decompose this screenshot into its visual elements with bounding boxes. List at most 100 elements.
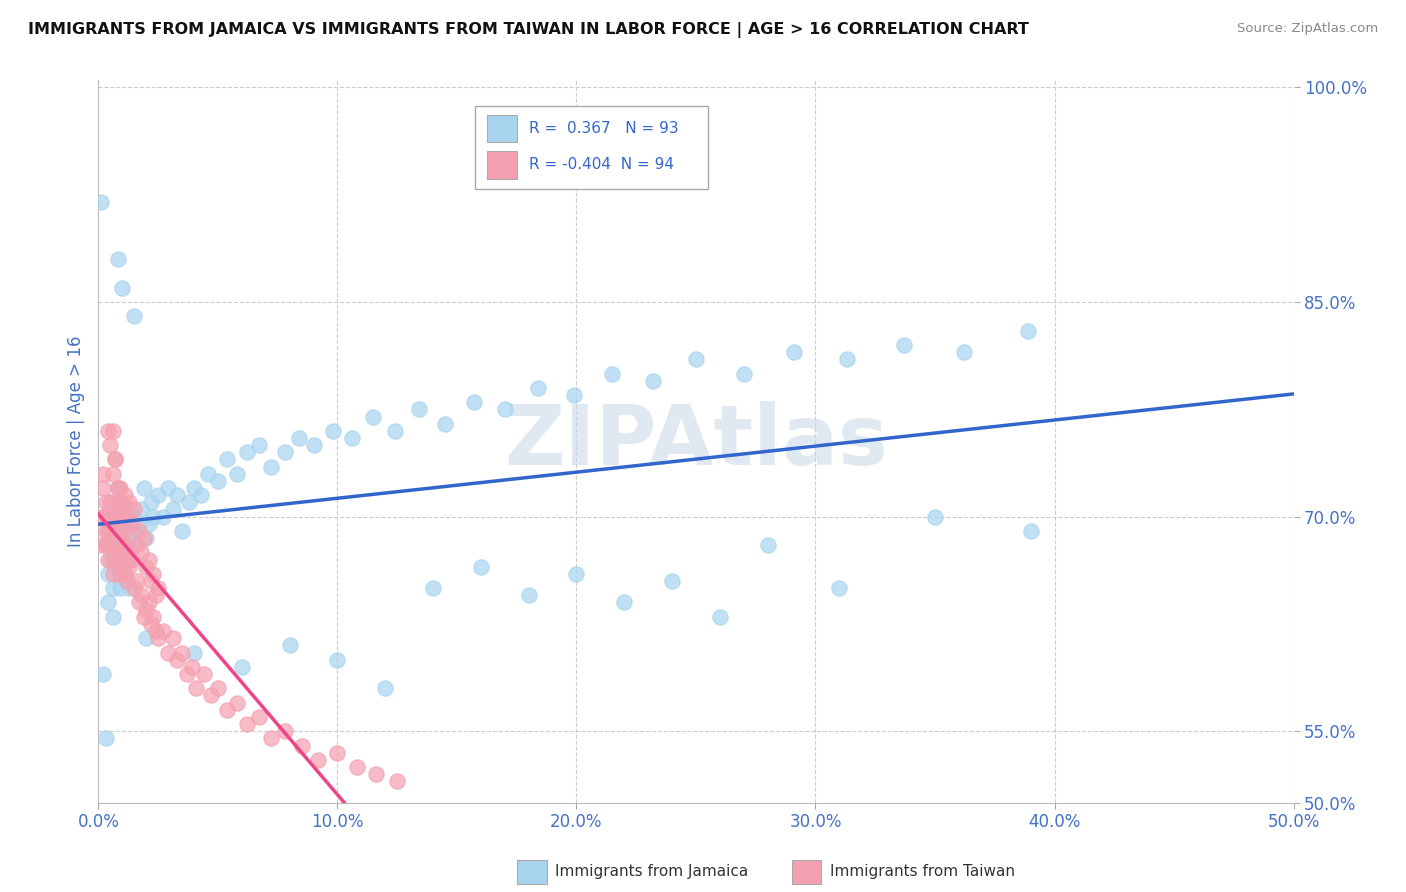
Point <box>101 609 124 624</box>
Point <box>94 495 117 509</box>
Point <box>97 509 120 524</box>
Point <box>115 574 138 588</box>
Point <box>98 538 122 552</box>
Point <box>235 445 257 459</box>
Text: R = -0.404  N = 94: R = -0.404 N = 94 <box>529 157 673 172</box>
Point <box>408 402 430 417</box>
Point <box>291 739 314 753</box>
Point <box>207 681 229 696</box>
Point <box>259 459 281 474</box>
Point <box>1017 324 1039 338</box>
Point <box>98 495 122 509</box>
Point <box>131 502 153 516</box>
Point <box>90 194 112 209</box>
Point <box>259 731 281 746</box>
Point <box>166 653 188 667</box>
Point <box>148 488 170 502</box>
Point <box>128 524 150 538</box>
Point <box>162 502 184 516</box>
Point <box>494 402 516 417</box>
Point <box>94 731 117 746</box>
Text: ZIPAtlas: ZIPAtlas <box>503 401 889 482</box>
Point <box>104 538 127 552</box>
Point <box>952 345 974 359</box>
Point <box>138 516 160 531</box>
Point <box>148 581 170 595</box>
Point <box>186 681 208 696</box>
Point <box>422 581 444 595</box>
Point <box>162 632 184 646</box>
Point <box>97 424 120 438</box>
Point <box>125 574 148 588</box>
Point <box>97 595 120 609</box>
Point <box>217 703 239 717</box>
Point <box>197 467 219 481</box>
Point <box>562 388 585 402</box>
FancyBboxPatch shape <box>486 115 517 143</box>
Point <box>125 538 148 552</box>
Point <box>142 509 165 524</box>
Point <box>172 646 194 660</box>
Point <box>274 445 297 459</box>
Point <box>131 588 153 602</box>
Point <box>565 566 588 581</box>
Point <box>307 753 329 767</box>
Point <box>641 374 664 388</box>
FancyBboxPatch shape <box>792 860 821 885</box>
Point <box>98 524 122 538</box>
Point <box>108 581 131 595</box>
Point <box>101 467 124 481</box>
Point <box>107 481 129 495</box>
Point <box>114 566 136 581</box>
Point <box>104 452 127 467</box>
Point <box>115 545 138 559</box>
Point <box>138 595 160 609</box>
Point <box>111 524 134 538</box>
Point <box>108 481 131 495</box>
Point <box>156 481 179 495</box>
Point <box>172 524 194 538</box>
Text: IMMIGRANTS FROM JAMAICA VS IMMIGRANTS FROM TAIWAN IN LABOR FORCE | AGE > 16 CORR: IMMIGRANTS FROM JAMAICA VS IMMIGRANTS FR… <box>28 22 1029 38</box>
Text: Source: ZipAtlas.com: Source: ZipAtlas.com <box>1237 22 1378 36</box>
Point <box>121 552 143 566</box>
Text: Immigrants from Jamaica: Immigrants from Jamaica <box>555 864 748 879</box>
Point <box>142 566 165 581</box>
Point <box>179 495 201 509</box>
Point <box>124 524 146 538</box>
Point <box>613 595 636 609</box>
Point <box>98 495 122 509</box>
Point <box>115 509 138 524</box>
Point <box>108 538 131 552</box>
Point <box>114 566 136 581</box>
Point <box>101 531 124 545</box>
Point <box>602 367 624 381</box>
Point <box>104 509 127 524</box>
Point <box>132 531 155 545</box>
FancyBboxPatch shape <box>486 151 517 178</box>
Point <box>527 381 550 395</box>
Point <box>97 552 120 566</box>
Point <box>152 509 174 524</box>
Point <box>115 502 138 516</box>
FancyBboxPatch shape <box>517 860 547 885</box>
Point <box>183 646 205 660</box>
Point <box>207 474 229 488</box>
Point <box>384 424 406 438</box>
Point <box>125 538 148 552</box>
Point <box>138 552 160 566</box>
Point <box>190 488 212 502</box>
Point <box>97 566 120 581</box>
Point <box>346 760 368 774</box>
Point <box>183 481 205 495</box>
Point <box>139 495 162 509</box>
Point <box>139 617 162 632</box>
Point <box>91 509 114 524</box>
Point <box>107 552 129 566</box>
Point <box>104 452 127 467</box>
Point <box>709 609 731 624</box>
Point <box>180 660 202 674</box>
Point <box>124 581 146 595</box>
Point <box>470 559 492 574</box>
Point <box>145 588 167 602</box>
Point <box>115 538 138 552</box>
